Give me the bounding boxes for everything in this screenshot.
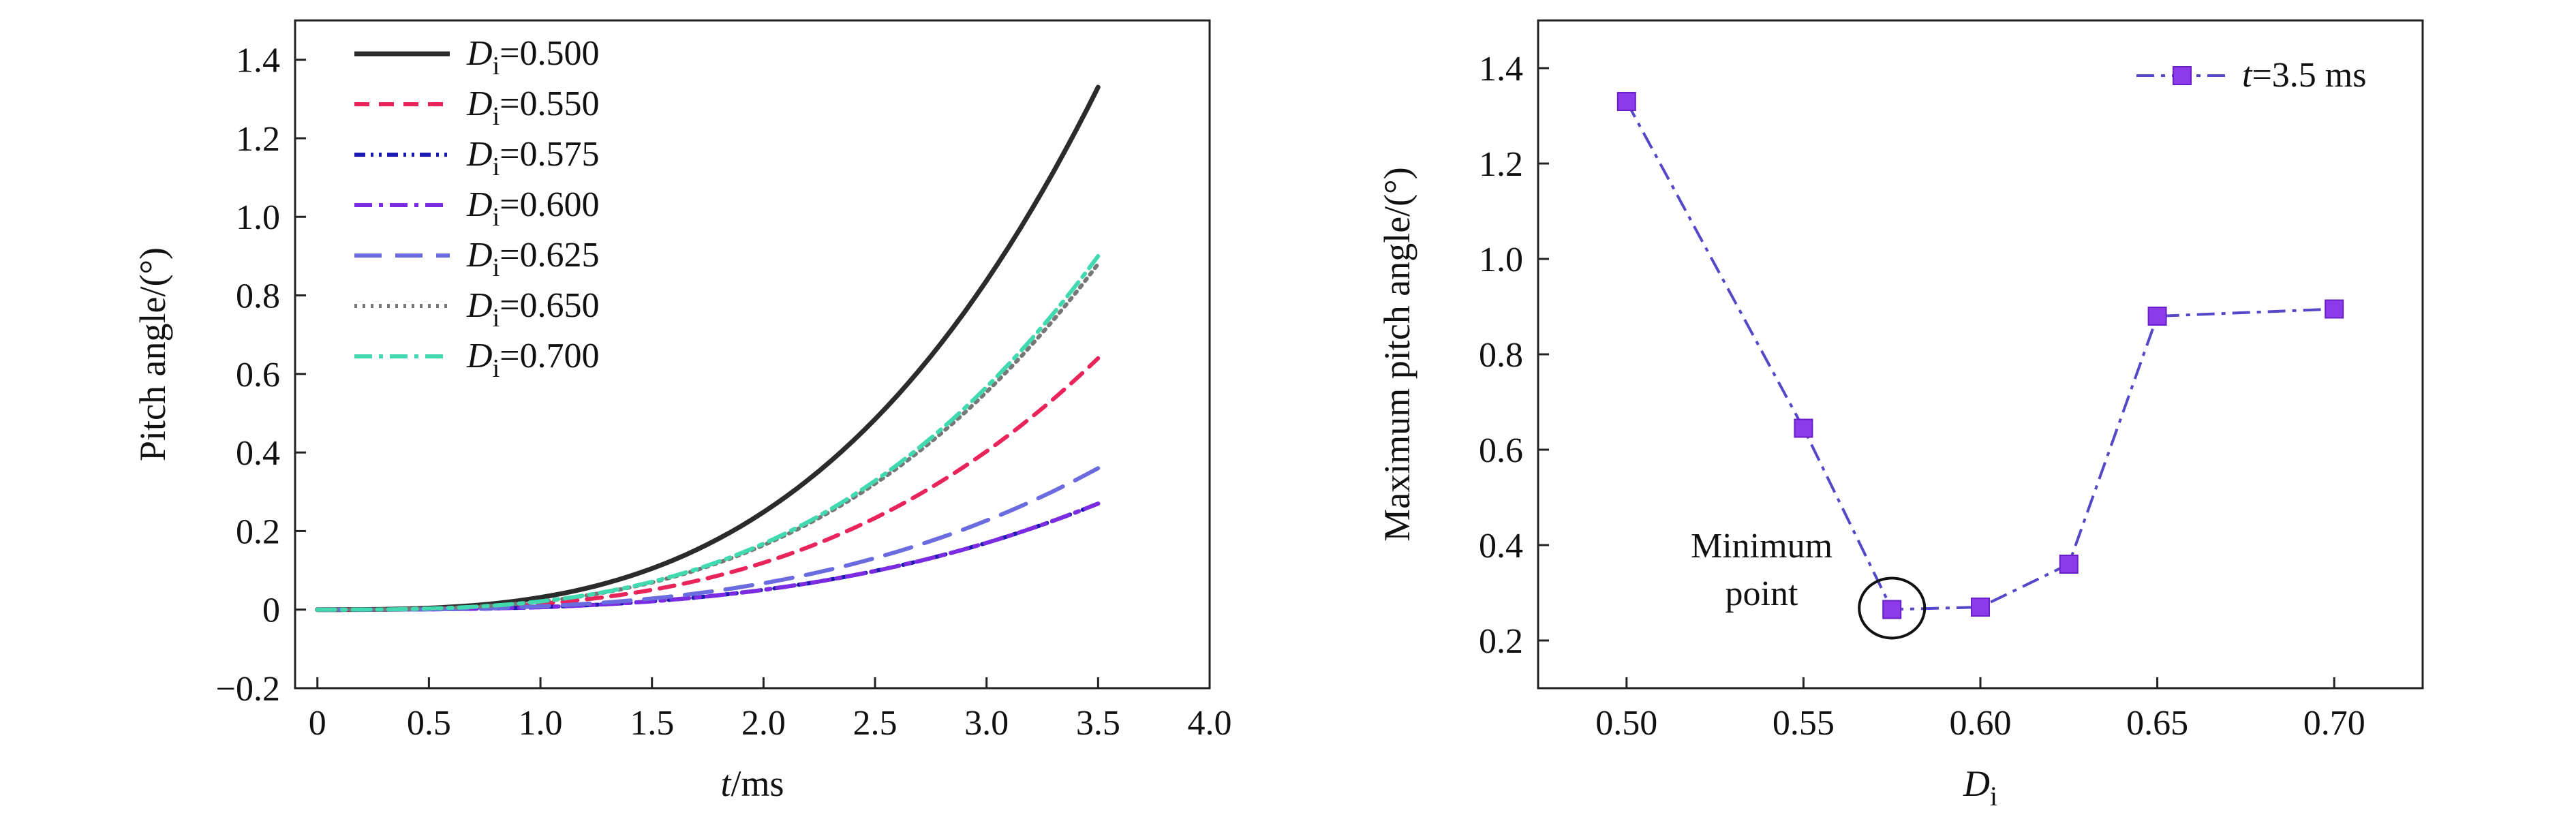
legend-label-var: D bbox=[466, 185, 493, 224]
plot-frame bbox=[294, 19, 1211, 690]
x-tick-label: 0.60 bbox=[1950, 704, 2012, 743]
y-tick-label: 0.4 bbox=[236, 434, 280, 473]
legend-label-4: Di=0.625 bbox=[466, 236, 599, 282]
x-axis-label-var: D bbox=[1963, 763, 1990, 804]
y-tick-label: 0.4 bbox=[1479, 527, 1523, 566]
series-line-6 bbox=[315, 253, 1101, 612]
legend-label-sub: i bbox=[493, 52, 500, 80]
x-tick-label: 1.0 bbox=[519, 704, 563, 743]
legend-label-var: D bbox=[466, 236, 493, 275]
y-tick-label: 0.2 bbox=[1479, 622, 1523, 661]
legend-label-2: Di=0.575 bbox=[466, 135, 599, 181]
x-tick-label: 3.0 bbox=[964, 704, 1009, 743]
legend-label-6: Di=0.700 bbox=[466, 337, 599, 383]
legend-label-var: t bbox=[2242, 56, 2253, 95]
legend-label-var: D bbox=[466, 34, 493, 73]
series-line-5 bbox=[315, 262, 1101, 612]
legend-label-3: Di=0.600 bbox=[466, 185, 599, 232]
legend-label-0: Di=0.500 bbox=[466, 34, 599, 80]
legend-label-value: =0.500 bbox=[500, 34, 599, 73]
y-tick-label: 0.2 bbox=[236, 512, 280, 551]
legend-label-sub: i bbox=[493, 102, 500, 131]
legend-label: t=3.5 ms bbox=[2242, 56, 2366, 95]
y-tick-label: 1.4 bbox=[236, 42, 280, 80]
y-tick-label: 1.0 bbox=[236, 198, 280, 237]
legend-label-sub: i bbox=[493, 153, 500, 181]
legend-label-var: D bbox=[466, 286, 493, 325]
series-line-4 bbox=[315, 466, 1101, 612]
legend-marker bbox=[2173, 66, 2192, 85]
data-point bbox=[1794, 418, 1813, 438]
y-tick-label: 1.2 bbox=[236, 120, 280, 159]
x-tick-label: 0.50 bbox=[1595, 704, 1657, 743]
chart-pitch-angle-vs-time: 0 0.5 1.0 1.5 2.0 2.5 3.0 3.5 4.0 −0.2 0 0.2 0.4 0.6 0… bbox=[132, 19, 1232, 804]
y-tick-label: 0 bbox=[262, 591, 280, 630]
y-tick-label: 0.6 bbox=[236, 356, 280, 395]
legend-label-value: =0.600 bbox=[500, 185, 599, 224]
x-axis-label-sub: i bbox=[1990, 781, 1997, 812]
data-point bbox=[2059, 555, 2079, 574]
x-axis-label: Di bbox=[1963, 763, 1997, 812]
legend-label-var: D bbox=[466, 135, 493, 174]
x-axis-label-unit: /ms bbox=[731, 763, 784, 804]
x-tick-label: 0.65 bbox=[2126, 704, 2188, 743]
minimum-point-circle bbox=[1858, 576, 1927, 640]
legend-label-sub: i bbox=[493, 354, 500, 383]
legend-label-sub: i bbox=[493, 253, 500, 282]
x-tick-label: 0.55 bbox=[1773, 704, 1835, 743]
x-axis-label: t/ms bbox=[720, 763, 784, 804]
plot-frame bbox=[1537, 19, 2424, 690]
y-tick-label: 1.4 bbox=[1479, 50, 1523, 89]
x-tick-label: 2.5 bbox=[853, 704, 898, 743]
legend-label-value: =0.625 bbox=[500, 236, 599, 275]
y-axis-label: Maximum pitch angle/(°) bbox=[1377, 167, 1417, 541]
annotation-line1: Minimum bbox=[1691, 527, 1833, 566]
legend-label-value: =0.700 bbox=[500, 337, 599, 375]
x-tick-label: 1.5 bbox=[630, 704, 674, 743]
legend-label-5: Di=0.650 bbox=[466, 286, 599, 333]
y-tick-label: −0.2 bbox=[216, 670, 280, 709]
legend-label-value: =0.650 bbox=[500, 286, 599, 325]
legend-label-sub: i bbox=[493, 304, 500, 333]
data-point bbox=[2147, 307, 2167, 326]
y-axis-label: Pitch angle/(°) bbox=[132, 247, 173, 461]
data-point bbox=[1971, 598, 1990, 617]
y-tick-label: 0.8 bbox=[1479, 336, 1523, 375]
x-axis-label-var: t bbox=[720, 763, 732, 804]
annotation-line2: point bbox=[1726, 574, 1798, 613]
legend-label-value: =0.550 bbox=[500, 84, 599, 123]
y-tick-label: 0.6 bbox=[1479, 431, 1523, 470]
legend-label-value: =3.5 ms bbox=[2252, 56, 2366, 95]
x-tick-label: 4.0 bbox=[1188, 704, 1232, 743]
data-point bbox=[1882, 600, 1902, 619]
legend-label-var: D bbox=[466, 84, 493, 123]
series-line-0 bbox=[315, 84, 1101, 613]
x-tick-label: 3.5 bbox=[1076, 704, 1120, 743]
x-tick-label: 2.0 bbox=[741, 704, 786, 743]
legend-label-value: =0.575 bbox=[500, 135, 599, 174]
y-tick-label: 0.8 bbox=[236, 277, 280, 316]
legend: Di=0.500Di=0.550Di=0.575Di=0.600Di=0.625… bbox=[354, 34, 599, 383]
y-tick-label: 1.2 bbox=[1479, 145, 1523, 184]
data-point bbox=[1616, 92, 1636, 111]
legend-label-var: D bbox=[466, 337, 493, 375]
y-tick-label: 1.0 bbox=[1479, 241, 1523, 279]
data-point bbox=[2325, 299, 2344, 319]
legend-label-1: Di=0.550 bbox=[466, 84, 599, 131]
x-tick-label: 0.70 bbox=[2303, 704, 2365, 743]
legend: t=3.5 ms bbox=[2136, 56, 2366, 95]
chart-max-pitch-angle-vs-di: 0.50 0.55 0.60 0.65 0.70 0.2 0.4 0.6 0.8 1.0 1.2 1.… bbox=[1377, 19, 2424, 812]
x-tick-label: 0.5 bbox=[407, 704, 451, 743]
x-tick-label: 0 bbox=[309, 704, 326, 743]
legend-label-sub: i bbox=[493, 203, 500, 232]
